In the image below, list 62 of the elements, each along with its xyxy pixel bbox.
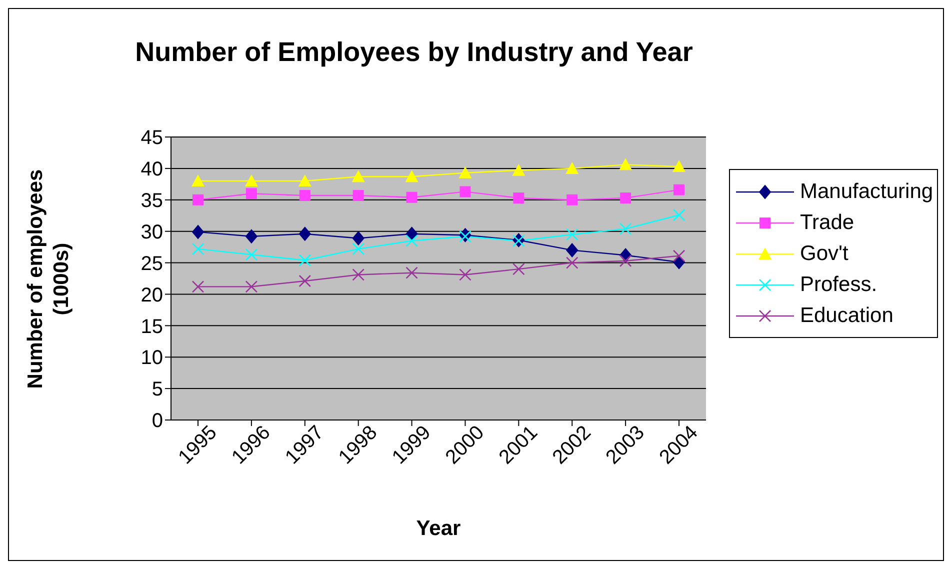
point (246, 188, 257, 200)
y-tick-label: 30 (140, 221, 163, 244)
point (619, 158, 632, 170)
legend-label: Manufacturing (800, 180, 934, 204)
point (512, 262, 525, 276)
point (298, 274, 312, 288)
point (406, 266, 418, 279)
point (566, 228, 578, 241)
point (352, 231, 364, 246)
point (566, 162, 579, 174)
point (298, 226, 311, 241)
y-tick-label: 5 (152, 378, 163, 401)
point (566, 256, 578, 269)
y-tick-label: 10 (140, 347, 163, 370)
legend-label: Profess. (800, 272, 878, 296)
point (192, 280, 204, 293)
y-tick-label: 40 (140, 158, 163, 181)
point (406, 192, 418, 203)
point (192, 174, 204, 187)
point (619, 254, 632, 268)
y-tick-label: 15 (140, 316, 163, 338)
point (458, 166, 472, 178)
point (512, 164, 526, 176)
legend-label: Trade (800, 210, 854, 234)
point (245, 280, 258, 293)
y-tick-label: 0 (152, 410, 163, 432)
point (192, 242, 204, 256)
point (459, 268, 472, 281)
point (352, 268, 364, 281)
point (352, 190, 364, 201)
point (192, 224, 204, 239)
point (674, 184, 684, 196)
x-axis-title: Year (415, 517, 462, 541)
point (566, 194, 578, 206)
legend-label: Education (800, 304, 894, 328)
y-tick-label: 20 (140, 284, 163, 306)
point (672, 250, 686, 262)
point (352, 242, 364, 256)
point (192, 194, 204, 206)
point (619, 222, 632, 235)
point (460, 186, 471, 198)
y-tick-label: 25 (140, 252, 163, 275)
point (566, 243, 578, 258)
y-tick-label: 35 (140, 190, 163, 212)
legend-label: Gov't (800, 242, 848, 266)
point (406, 226, 418, 241)
chart-title: Number of Employees by Industry and Year (134, 37, 694, 68)
point (672, 208, 686, 222)
y-axis-title: Number of employees (1000s) (23, 168, 74, 391)
point (245, 229, 258, 244)
point (299, 190, 310, 201)
point (405, 170, 418, 182)
y-tick-label: 45 (140, 127, 163, 150)
point (298, 254, 312, 266)
point (620, 192, 632, 204)
point (672, 160, 686, 172)
point (352, 170, 365, 182)
point (244, 174, 258, 187)
point (245, 248, 258, 261)
point (406, 234, 418, 247)
point (298, 174, 312, 187)
point (513, 192, 524, 204)
